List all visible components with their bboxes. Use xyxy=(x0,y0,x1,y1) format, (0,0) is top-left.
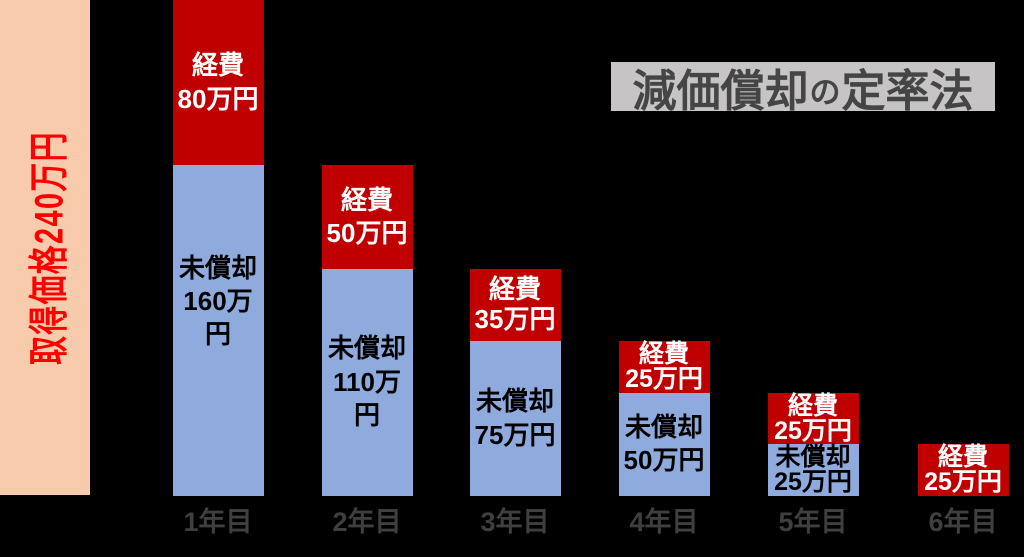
segment-series-label: 経費 xyxy=(937,443,988,472)
acquisition-price-label: 取得価格240万円 xyxy=(27,130,71,365)
segment-value-label: 80万円 xyxy=(177,83,259,114)
acquisition-price-bar: 取得価格240万円 xyxy=(0,0,90,495)
segment-value-label: 160万円 xyxy=(183,286,253,350)
expense-segment: 経費 50万円 xyxy=(321,165,413,269)
undepreciated-segment: 未償却 25万円 xyxy=(767,443,859,497)
segment-value-label: 25万円 xyxy=(774,416,852,445)
segment-value-label: 35万円 xyxy=(474,303,556,334)
segment-value-label: 25万円 xyxy=(774,468,852,497)
undepreciated-segment: 未償却 50万円 xyxy=(618,392,710,496)
x-axis-label: 6年目 xyxy=(928,507,998,537)
x-axis-label: 5年目 xyxy=(778,507,848,537)
expense-segment: 経費 25万円 xyxy=(618,339,710,393)
expense-segment: 経費 25万円 xyxy=(767,391,859,445)
segment-value-label: 50万円 xyxy=(326,217,408,248)
chart-title-text-rest: 定率法 xyxy=(841,66,974,116)
segment-value-label: 75万円 xyxy=(474,419,556,450)
segment-value-label: 50万円 xyxy=(623,445,705,476)
segment-series-label: 経費 xyxy=(638,339,689,368)
x-axis-label: 1年目 xyxy=(183,507,253,537)
expense-segment: 経費 35万円 xyxy=(469,268,561,341)
x-axis-label: 4年目 xyxy=(629,507,699,537)
segment-series-label: 未償却 xyxy=(327,333,406,364)
segment-value-label: 25万円 xyxy=(924,468,1002,497)
expense-segment: 経費 25万円 xyxy=(917,443,1009,497)
segment-series-label: 経費 xyxy=(191,50,244,81)
segment-series-label: 未償却 xyxy=(624,412,703,443)
segment-series-label: 未償却 xyxy=(475,386,554,417)
chart-title: 減価償却 の 定率法 xyxy=(611,62,995,116)
segment-series-label: 経費 xyxy=(340,184,393,215)
undepreciated-segment: 未償却 75万円 xyxy=(469,341,561,496)
x-axis-label: 2年目 xyxy=(332,507,402,537)
segment-series-label: 未償却 xyxy=(775,443,851,472)
segment-value-label: 25万円 xyxy=(625,364,703,393)
segment-series-label: 経費 xyxy=(488,273,541,304)
segment-value-label: 110万円 xyxy=(333,366,401,430)
x-axis-label: 3年目 xyxy=(480,507,550,537)
chart-title-text-particle: の xyxy=(809,75,841,110)
chart-title-text-main: 減価償却 xyxy=(632,66,809,116)
undepreciated-segment: 未償却 110万円 xyxy=(321,268,413,496)
segment-series-label: 未償却 xyxy=(178,252,257,283)
expense-segment: 経費 80万円 xyxy=(172,0,264,166)
segment-series-label: 経費 xyxy=(787,391,838,420)
undepreciated-segment: 未償却 160万円 xyxy=(172,165,264,496)
